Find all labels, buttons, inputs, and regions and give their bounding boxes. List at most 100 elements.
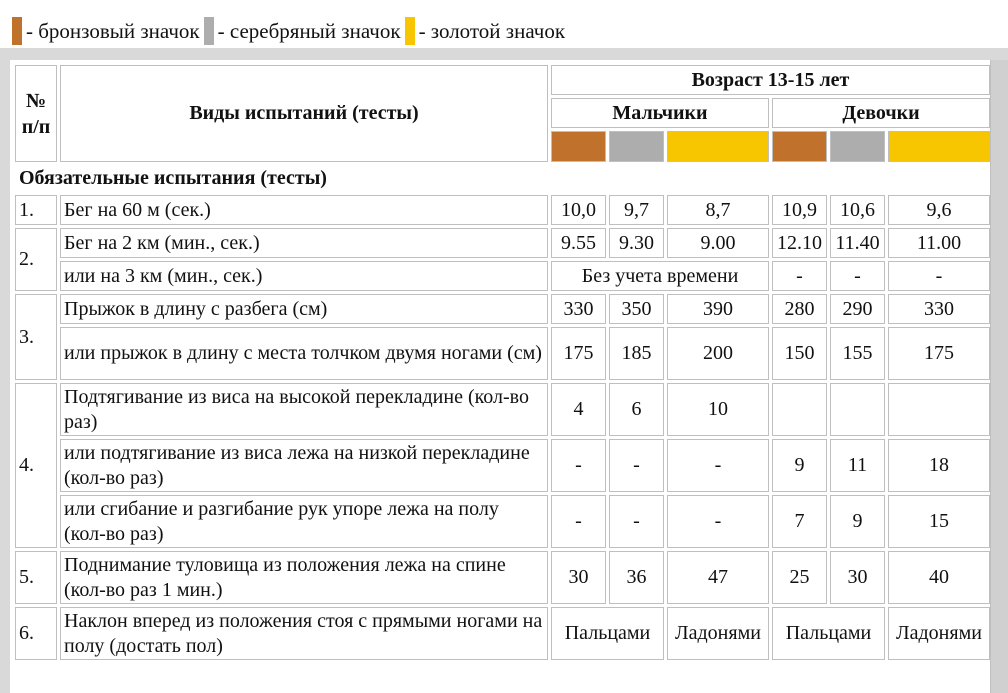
legend-gold-label: - золотой значок (418, 18, 566, 43)
girls-silver-value: 11 (830, 439, 885, 492)
table-row: или на 3 км (мин., сек.) Без учета време… (15, 261, 990, 291)
boys-bronze-value: - (551, 439, 606, 492)
girls-bronze-value: 12.10 (772, 228, 827, 258)
row-number: 1. (15, 195, 57, 225)
girls-gold-value: 40 (888, 551, 990, 604)
girls-fingers-value: Пальцами (772, 607, 885, 660)
girls-bronze-value (772, 383, 827, 436)
table-row: 3. Прыжок в длину с разбега (см) 330 350… (15, 294, 990, 380)
table-row: или сгибание и разгибание рук упоре лежа… (15, 495, 990, 548)
header-row-badges (15, 131, 990, 162)
age-header: Возраст 13-15 лет (551, 65, 990, 95)
girls-gold-value: - (888, 261, 990, 291)
boys-silver-value: 6 (609, 383, 664, 436)
girls-bronze-swatch (772, 131, 827, 162)
boys-bronze-swatch (551, 131, 606, 162)
boys-silver-value: 185 (609, 327, 664, 380)
boys-silver-value: - (609, 439, 664, 492)
girls-silver-value: 9 (830, 495, 885, 548)
row-number: 5. (15, 551, 57, 604)
row-number: 4. (15, 383, 57, 548)
legend-silver-label: - серебряный значок (217, 18, 401, 43)
test-name: Поднимание туловища из положения лежа на… (60, 551, 548, 604)
boys-header: Мальчики (551, 98, 769, 128)
boys-silver-value: 9,7 (609, 195, 664, 225)
table-row: 2. Бег на 2 км (мин., сек.) 9.55 9.30 9.… (15, 228, 990, 291)
boys-silver-value: - (609, 495, 664, 548)
boys-gold-swatch (667, 131, 769, 162)
table-row: или подтягивание из виса лежа на низкой … (15, 439, 990, 492)
boys-gold-value: 47 (667, 551, 769, 604)
girls-silver-value: 30 (830, 551, 885, 604)
test-name: Наклон вперед из положения стоя с прямым… (60, 607, 548, 660)
test-name: или сгибание и разгибание рук упоре лежа… (60, 495, 548, 548)
girls-bronze-value: - (772, 261, 827, 291)
table-row: 6. Наклон вперед из положения стоя с пря… (15, 607, 990, 660)
table-row: или прыжок в длину с места толчком двумя… (15, 327, 990, 380)
section-title: Обязательные испытания (тесты) (15, 165, 990, 192)
table-row: 5. Поднимание туловища из положения лежа… (15, 551, 990, 604)
boys-silver-swatch (609, 131, 664, 162)
girls-bronze-value: 280 (772, 294, 827, 324)
standards-table: № п/п Виды испытаний (тесты) Возраст 13-1… (12, 62, 993, 663)
boys-merged-value: Без учета времени (551, 261, 769, 291)
girls-silver-value (830, 383, 885, 436)
section-row: Обязательные испытания (тесты) (15, 165, 990, 192)
boys-gold-value: - (667, 495, 769, 548)
girls-gold-value: 175 (888, 327, 990, 380)
row-number: 6. (15, 607, 57, 660)
girls-gold-value: 11.00 (888, 228, 990, 258)
header-row-gender: Мальчики Девочки (15, 98, 990, 128)
test-name: или на 3 км (мин., сек.) (60, 261, 548, 291)
legend-gold: - золотой значок (404, 17, 566, 45)
boys-fingers-value: Пальцами (551, 607, 664, 660)
boys-gold-value: 390 (667, 294, 769, 324)
legend-bronze-label: - бронзовый значок (26, 18, 200, 43)
test-name: или подтягивание из виса лежа на низкой … (60, 439, 548, 492)
boys-bronze-value: 175 (551, 327, 606, 380)
test-name: Прыжок в длину с разбега (см) (60, 294, 548, 324)
girls-palms-value: Ладонями (888, 607, 990, 660)
girls-gold-value (888, 383, 990, 436)
test-name: Бег на 60 м (сек.) (60, 195, 548, 225)
girls-bronze-value: 150 (772, 327, 827, 380)
boys-palms-value: Ладонями (667, 607, 769, 660)
girls-gold-value: 18 (888, 439, 990, 492)
girls-silver-value: - (830, 261, 885, 291)
boys-bronze-value: 330 (551, 294, 606, 324)
girls-gold-value: 15 (888, 495, 990, 548)
boys-gold-value: - (667, 439, 769, 492)
boys-bronze-value: 30 (551, 551, 606, 604)
boys-silver-value: 9.30 (609, 228, 664, 258)
number-header: № п/п (15, 65, 57, 162)
gold-swatch (404, 17, 415, 45)
girls-gold-swatch (888, 131, 990, 162)
boys-gold-value: 9.00 (667, 228, 769, 258)
girls-bronze-value: 7 (772, 495, 827, 548)
row-number: 3. (15, 294, 57, 380)
boys-bronze-value: 4 (551, 383, 606, 436)
girls-silver-value: 11.40 (830, 228, 885, 258)
girls-bronze-value: 25 (772, 551, 827, 604)
test-name: Бег на 2 км (мин., сек.) (60, 228, 548, 258)
test-name: или прыжок в длину с места толчком двумя… (60, 327, 548, 380)
boys-silver-value: 350 (609, 294, 664, 324)
boys-silver-value: 36 (609, 551, 664, 604)
girls-silver-value: 10,6 (830, 195, 885, 225)
girls-silver-value: 155 (830, 327, 885, 380)
girls-gold-value: 9,6 (888, 195, 990, 225)
boys-bronze-value: 10,0 (551, 195, 606, 225)
boys-gold-value: 8,7 (667, 195, 769, 225)
girls-bronze-value: 10,9 (772, 195, 827, 225)
legend-bronze: - бронзовый значок (12, 17, 200, 45)
boys-gold-value: 200 (667, 327, 769, 380)
girls-bronze-value: 9 (772, 439, 827, 492)
vertical-scrollbar[interactable] (990, 60, 1008, 693)
table-row: 1. Бег на 60 м (сек.) 10,0 9,7 8,7 10,9 … (15, 195, 990, 225)
boys-gold-value: 10 (667, 383, 769, 436)
badge-legend: - бронзовый значок - серебряный значок -… (12, 16, 569, 46)
girls-header: Девочки (772, 98, 990, 128)
test-name: Подтягивание из виса на высокой переклад… (60, 383, 548, 436)
row-number: 2. (15, 228, 57, 291)
boys-bronze-value: - (551, 495, 606, 548)
